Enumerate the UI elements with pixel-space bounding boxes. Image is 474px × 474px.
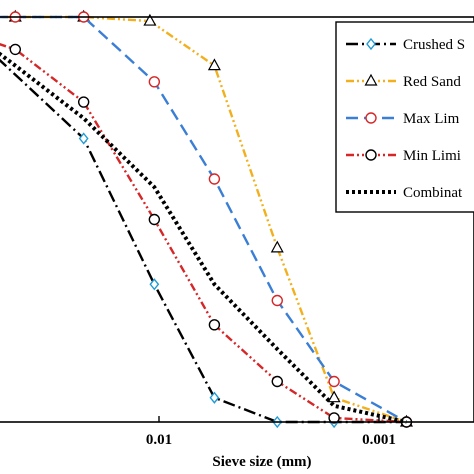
legend: Crushed S Red Sand Max Lim Min Limi Combinat bbox=[335, 21, 474, 213]
data-point-2-9 bbox=[327, 390, 341, 403]
legend-marker bbox=[364, 73, 378, 86]
x-axis-title: Sieve size (mm) bbox=[212, 454, 311, 470]
data-point-4-7 bbox=[208, 319, 221, 331]
legend-item: Max Lim bbox=[346, 111, 460, 127]
data-point-4-4 bbox=[9, 43, 21, 56]
series-line-2 bbox=[0, 15, 407, 424]
legend-label: Max Lim bbox=[403, 111, 460, 127]
legend-label: Red Sand bbox=[403, 74, 461, 90]
legend-item: Min Limi bbox=[346, 148, 461, 164]
legend-box bbox=[335, 21, 474, 213]
data-point-4-6 bbox=[148, 213, 161, 226]
legend-item: Combinat bbox=[346, 185, 463, 201]
legend-marker bbox=[365, 112, 377, 124]
x-tick-label: 0.001 bbox=[362, 432, 396, 448]
data-point-1-6 bbox=[209, 391, 220, 404]
data-point-3-7 bbox=[208, 173, 221, 185]
data-point-2-6 bbox=[143, 13, 157, 26]
legend-marker bbox=[366, 37, 376, 51]
data-point-3-6 bbox=[148, 76, 161, 88]
x-axis: 0.01 0.001 bbox=[146, 416, 396, 448]
data-point-4-8 bbox=[271, 375, 283, 388]
series-line-5 bbox=[0, 51, 407, 424]
data-point-2-7 bbox=[207, 58, 221, 71]
x-tick-label: 0.01 bbox=[146, 432, 172, 448]
series-line-3 bbox=[0, 15, 408, 424]
series-4 bbox=[0, 43, 413, 428]
data-point-2-8 bbox=[270, 240, 284, 253]
data-point-4-9 bbox=[328, 412, 340, 424]
data-point-4-5 bbox=[77, 96, 90, 108]
data-point-3-9 bbox=[328, 375, 340, 388]
legend-label: Combinat bbox=[403, 185, 463, 201]
series-line-4 bbox=[0, 43, 407, 424]
data-point-1-4 bbox=[78, 132, 89, 145]
data-point-1-5 bbox=[149, 278, 160, 291]
legend-label: Min Limi bbox=[403, 148, 461, 164]
plot-frame bbox=[0, 16, 474, 423]
legend-item: Red Sand bbox=[346, 73, 461, 90]
legend-marker bbox=[365, 149, 377, 161]
legend-item: Crushed S bbox=[346, 37, 465, 53]
legend-label: Crushed S bbox=[403, 37, 465, 53]
series-5 bbox=[0, 51, 407, 424]
data-point-3-8 bbox=[271, 294, 283, 307]
